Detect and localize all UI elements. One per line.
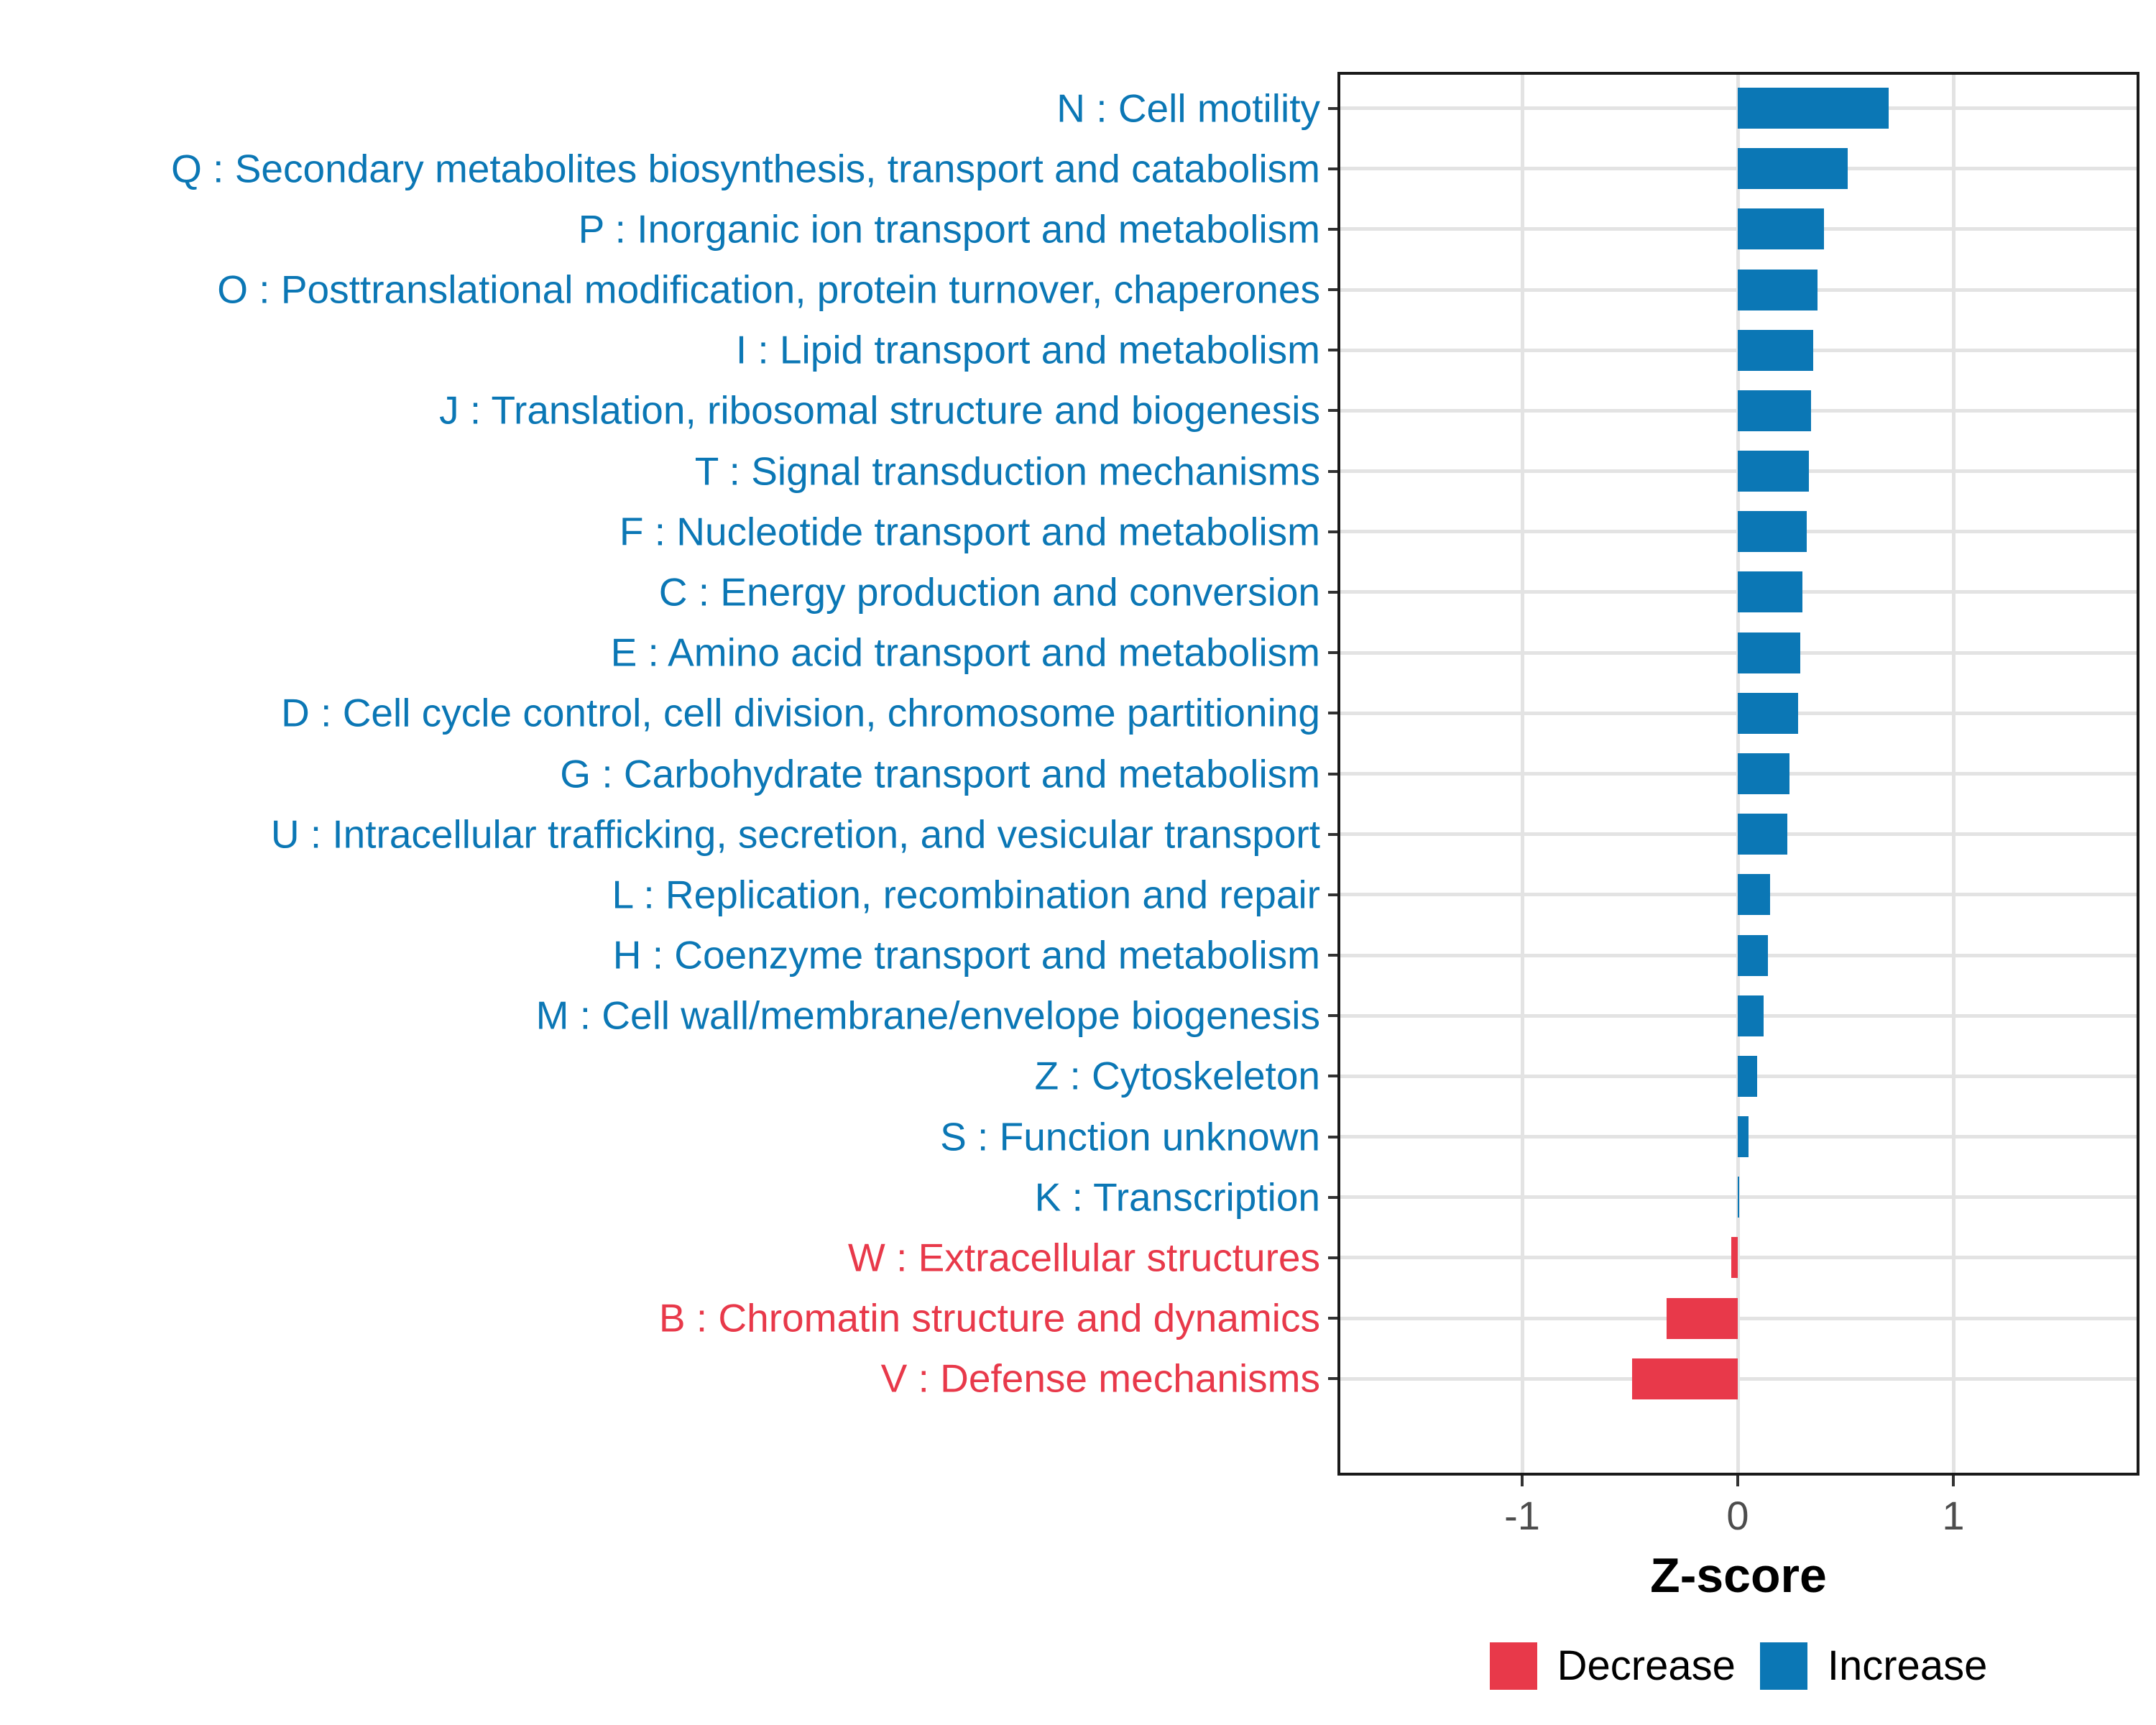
y-tick-V [1328,1377,1337,1381]
bar-Q [1738,148,1848,190]
bar-G [1738,753,1789,794]
y-tick-M [1328,1014,1337,1018]
legend-swatch-increase [1759,1642,1807,1690]
bar-E [1738,632,1800,673]
y-gridline [1340,1256,2137,1260]
category-label-F: F : Nucleotide transport and metabolism [619,509,1320,554]
category-label-I: I : Lipid transport and metabolism [735,327,1320,372]
bar-F [1738,511,1807,553]
x-tick-1 [1952,1476,1955,1486]
bar-D [1738,692,1798,734]
x-tick-0 [1736,1476,1739,1486]
bar-C [1738,571,1802,613]
category-label-V: V : Defense mechanisms [880,1356,1320,1401]
y-tick-U [1328,832,1337,836]
legend-label-increase: Increase [1827,1642,1988,1689]
y-gridline [1340,1376,2137,1381]
category-label-N: N : Cell motility [1056,86,1320,130]
y-tick-C [1328,590,1337,594]
bar-W [1731,1237,1738,1279]
y-tick-K [1328,1195,1337,1199]
category-label-S: S : Function unknown [940,1114,1320,1159]
x-axis-title: Z-score [1650,1548,1827,1603]
legend-item-decrease: Decrease [1489,1642,1736,1690]
legend-swatch-decrease [1489,1642,1537,1690]
bar-V [1632,1358,1738,1399]
y-tick-B [1328,1317,1337,1320]
category-label-G: G : Carbohydrate transport and metabolis… [560,751,1320,796]
plot-panel [1337,72,2139,1476]
bar-K [1738,1177,1739,1218]
category-label-H: H : Coenzyme transport and metabolism [612,932,1320,978]
category-label-P: P : Inorganic ion transport and metaboli… [578,206,1320,252]
y-tick-I [1328,349,1337,352]
bar-B [1667,1297,1738,1339]
category-label-L: L : Replication, recombination and repai… [612,872,1320,917]
category-label-J: J : Translation, ribosomal structure and… [439,387,1320,433]
category-label-T: T : Signal transduction mechanisms [694,448,1320,494]
y-tick-Q [1328,167,1337,170]
category-label-C: C : Energy production and conversion [658,569,1320,615]
category-label-B: B : Chromatin structure and dynamics [658,1295,1320,1340]
bar-U [1738,814,1787,855]
bar-S [1738,1116,1749,1158]
bar-P [1738,208,1824,250]
category-label-W: W : Extracellular structures [847,1235,1320,1280]
bar-O [1738,269,1818,310]
x-tick--1 [1521,1476,1524,1486]
bar-T [1738,451,1809,492]
y-tick-P [1328,227,1337,231]
category-label-Q: Q : Secondary metabolites biosynthesis, … [171,146,1320,191]
y-tick-T [1328,469,1337,473]
x-tick-label-1: 1 [1942,1493,1965,1538]
legend-item-increase: Increase [1759,1642,1988,1690]
bar-H [1738,934,1768,976]
bar-I [1738,329,1813,371]
y-tick-O [1328,288,1337,292]
category-label-U: U : Intracellular trafficking, secretion… [270,811,1320,857]
y-tick-Z [1328,1075,1337,1078]
category-label-O: O : Posttranslational modification, prot… [217,267,1320,312]
bar-N [1738,88,1889,129]
category-label-E: E : Amino acid transport and metabolism [610,630,1320,675]
bar-J [1738,390,1811,431]
y-tick-N [1328,106,1337,110]
x-tick-label--1: -1 [1504,1493,1540,1538]
y-tick-S [1328,1135,1337,1138]
y-tick-F [1328,530,1337,533]
y-tick-L [1328,893,1337,896]
category-label-Z: Z : Cytoskeleton [1034,1053,1320,1098]
legend: Decrease Increase [1337,1630,2139,1702]
y-tick-W [1328,1256,1337,1259]
bar-Z [1738,1055,1757,1097]
category-label-K: K : Transcription [1034,1174,1320,1220]
x-tick-label-0: 0 [1726,1493,1749,1538]
bar-L [1738,874,1770,916]
y-tick-D [1328,712,1337,715]
category-label-D: D : Cell cycle control, cell division, c… [281,690,1320,735]
y-tick-H [1328,954,1337,957]
y-tick-E [1328,651,1337,655]
category-label-M: M : Cell wall/membrane/envelope biogenes… [535,993,1320,1038]
legend-label-decrease: Decrease [1557,1642,1736,1689]
y-tick-G [1328,772,1337,776]
y-tick-J [1328,409,1337,413]
bar-M [1738,995,1764,1036]
y-gridline [1340,1316,2137,1320]
